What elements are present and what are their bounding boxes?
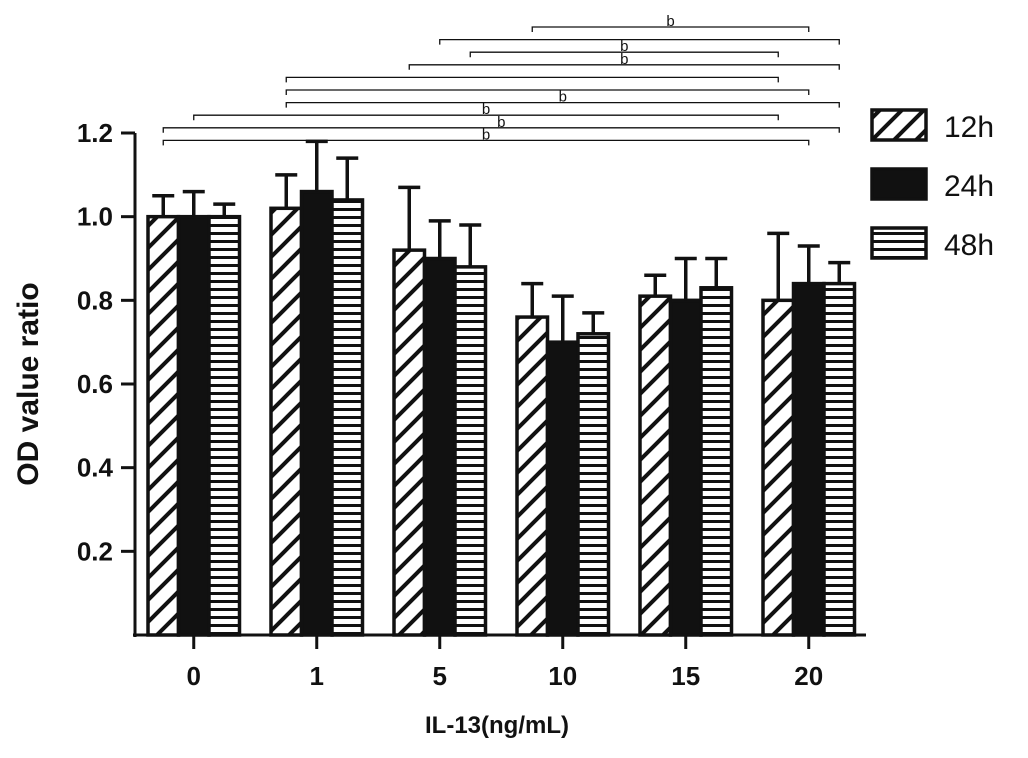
error-bar-48h-20 — [828, 260, 851, 284]
significance-bracket — [193, 114, 779, 121]
bar-24h-0 — [176, 214, 211, 637]
error-bar-48h-5 — [459, 223, 482, 267]
significance-bracket — [285, 89, 810, 95]
error-bar-24h-15 — [674, 256, 697, 301]
bar-12h-20 — [761, 298, 796, 637]
legend: 12h 24h 48h — [870, 108, 994, 262]
bar-12h-5 — [392, 248, 427, 637]
bar-24h-5 — [422, 256, 457, 637]
error-bar-24h-10 — [551, 294, 574, 343]
error-bars — [152, 139, 851, 343]
error-bar-12h-20 — [767, 231, 790, 301]
significance-label: b — [497, 114, 505, 131]
bars — [146, 189, 857, 637]
error-bar-48h-15 — [705, 256, 728, 288]
error-bar-12h-5 — [398, 185, 421, 251]
error-bar-24h-5 — [428, 219, 451, 259]
significance-label: b — [620, 51, 628, 68]
bar-24h-1 — [299, 189, 334, 637]
error-bar-48h-1 — [336, 156, 359, 200]
y-tick-label: 0.4 — [77, 453, 114, 483]
x-tick-label: 5 — [433, 661, 447, 691]
error-bar-24h-20 — [797, 244, 820, 284]
significance-bracket — [162, 139, 810, 146]
significance-label: b — [482, 126, 490, 143]
bar-48h-20 — [822, 281, 857, 637]
bar-12h-15 — [638, 294, 673, 637]
error-bar-12h-0 — [152, 194, 175, 217]
bar-12h-0 — [146, 214, 181, 637]
error-bar-12h-1 — [275, 173, 298, 209]
bar-48h-15 — [699, 286, 734, 637]
y-axis-label: OD value ratio — [12, 282, 45, 485]
error-bar-24h-1 — [305, 139, 328, 192]
bar-12h-10 — [515, 315, 550, 637]
legend-swatch-12h — [870, 108, 928, 142]
error-bar-48h-0 — [213, 202, 236, 217]
significance-bracket — [285, 101, 840, 108]
error-bar-24h-0 — [182, 189, 205, 217]
x-tick-label: 0 — [187, 661, 201, 691]
y-tick-label: 1.2 — [77, 118, 113, 148]
x-axis-ticks: 0 1 5 10 15 20 — [187, 635, 823, 691]
significance-bracket — [439, 38, 840, 45]
legend-swatch-48h — [870, 226, 928, 260]
significance-bracket — [285, 76, 779, 83]
bar-48h-5 — [453, 265, 488, 637]
bar-48h-10 — [576, 332, 611, 637]
legend-swatch-24h — [870, 167, 928, 201]
x-tick-label: 15 — [671, 661, 700, 691]
y-tick-label: 0.6 — [77, 369, 113, 399]
bar-24h-15 — [668, 298, 703, 637]
error-bar-12h-10 — [521, 281, 544, 318]
x-tick-label: 10 — [548, 661, 577, 691]
legend-label-24h: 24h — [944, 170, 994, 203]
error-bar-12h-15 — [644, 273, 667, 297]
significance-label: b — [666, 13, 674, 30]
x-tick-label: 1 — [310, 661, 324, 691]
bar-24h-10 — [545, 340, 580, 637]
bar-24h-20 — [791, 281, 826, 637]
significance-bracket — [408, 64, 840, 70]
y-tick-label: 0.8 — [77, 285, 113, 315]
significance-bracket — [531, 26, 810, 32]
x-tick-label: 20 — [794, 661, 823, 691]
significance-bracket — [162, 127, 840, 133]
y-axis-ticks: 0.2 0.4 0.6 0.8 1.0 1.2 — [77, 118, 135, 566]
bar-48h-0 — [207, 214, 242, 637]
significance-label: b — [620, 38, 628, 55]
legend-label-12h: 12h — [944, 111, 994, 144]
significance-label: b — [559, 89, 567, 106]
bar-12h-1 — [269, 206, 304, 637]
error-bar-48h-10 — [582, 311, 605, 334]
y-tick-label: 0.2 — [77, 536, 113, 566]
x-axis-label: IL-13(ng/mL) — [425, 712, 569, 739]
legend-label-48h: 48h — [944, 229, 994, 262]
significance-bracket — [469, 51, 779, 58]
y-tick-label: 1.0 — [77, 202, 113, 232]
significance-label: b — [482, 101, 490, 118]
axes — [133, 133, 866, 637]
bar-48h-1 — [330, 198, 365, 637]
